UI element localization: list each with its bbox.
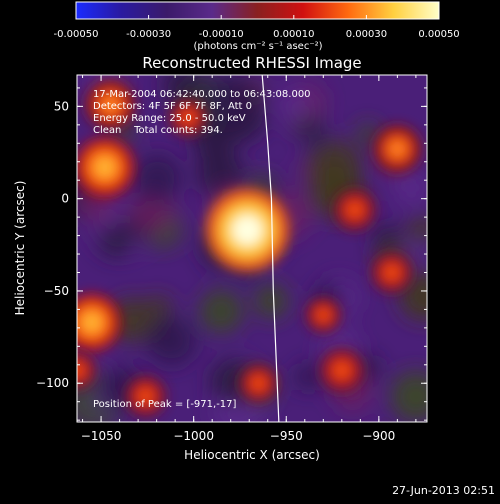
- heatmap-source: [77, 350, 97, 391]
- heatmap-source: [77, 137, 135, 198]
- texture-blob: [390, 371, 427, 422]
- solar-limb-line: [261, 75, 280, 422]
- heatmap-source: [373, 124, 422, 174]
- heatmap-plot-area: −1050 −1000 −950 −900 −100 −50 0 50: [36, 74, 428, 443]
- heatmap-sources: [77, 79, 422, 418]
- heatmap-source: [77, 293, 121, 352]
- x-tick-label: −950: [270, 429, 303, 443]
- colorbar-tick-label: 0.00030: [346, 29, 387, 40]
- colorbar-tick-label: 0.00010: [273, 29, 314, 40]
- colorbar-ticks: -0.00050 -0.00030 -0.00010 0.00010 0.00030 0.…: [54, 15, 460, 40]
- x-axis-label: Heliocentric X (arcsec): [184, 448, 320, 462]
- chart-title: Reconstructed RHESSI Image: [142, 54, 361, 72]
- annotation-block: 17-Mar-2004 06:42:40.000 to 06:43:08.000…: [93, 89, 311, 410]
- annotation-detectors: Detectors: 4F 5F 6F 7F 8F, Att 0: [93, 101, 252, 112]
- heatmap-source: [238, 362, 279, 404]
- heatmap-source: [168, 97, 208, 138]
- texture-blob: [133, 153, 182, 202]
- texture-blob: [357, 122, 379, 145]
- texture-blob: [199, 289, 243, 333]
- texture-blob: [146, 315, 198, 367]
- texture-blob: [254, 284, 289, 319]
- colorbar-tick-label: -0.00050: [54, 29, 99, 40]
- texture-blob: [108, 297, 154, 343]
- texture-blob: [278, 87, 313, 123]
- texture-blob: [293, 362, 323, 391]
- heatmap-source: [304, 296, 342, 334]
- texture-blob: [410, 290, 427, 317]
- annotation-time-range: 17-Mar-2004 06:42:40.000 to 06:43:08.000: [93, 89, 311, 100]
- x-tick-label: −1000: [173, 429, 214, 443]
- texture-blob: [393, 169, 427, 206]
- heatmap-source: [205, 188, 289, 272]
- y-axis-label: Heliocentric Y (arcsec): [13, 181, 27, 316]
- texture-blob: [300, 119, 328, 148]
- heatmap-source: [332, 187, 377, 232]
- annotation-peak-position: Position of Peak = [-971,-17]: [93, 399, 237, 410]
- annotation-total-counts: Clean Total counts: 394.: [93, 125, 223, 136]
- x-tick-label: −1050: [81, 429, 122, 443]
- annotation-energy-range: Energy Range: 25.0 - 50.0 keV: [93, 113, 246, 124]
- colorbar-units-label: (photons cm⁻² s⁻¹ asec⁻²): [193, 41, 322, 52]
- heatmap-source: [370, 251, 414, 294]
- texture-blob: [162, 75, 205, 107]
- heatmap-source: [318, 347, 365, 394]
- colorbar-tick-label: -0.00010: [199, 29, 244, 40]
- colorbar-tick-label: 0.00050: [418, 29, 459, 40]
- y-tick-label: 50: [54, 99, 69, 113]
- texture-blob: [203, 75, 259, 129]
- axis-ticks: −1050 −1000 −950 −900 −100 −50 0 50: [36, 75, 427, 443]
- colorbar-gradient: [75, 1, 440, 20]
- footer-timestamp: 27-Jun-2013 02:51: [392, 484, 495, 497]
- texture-blob: [196, 149, 245, 198]
- texture-blob: [97, 223, 133, 259]
- heatmap-source: [124, 374, 167, 418]
- colorbar: -0.00050 -0.00030 -0.00010 0.00010 0.00030 0.…: [54, 1, 460, 52]
- y-tick-label: −50: [44, 284, 69, 298]
- x-tick-label: −900: [362, 429, 395, 443]
- heatmap-source: [84, 79, 136, 131]
- texture-blob: [407, 215, 427, 244]
- y-tick-label: −100: [36, 376, 69, 390]
- plot-frame: [76, 74, 428, 423]
- colorbar-tick-label: -0.00030: [126, 29, 171, 40]
- y-tick-label: 0: [61, 192, 69, 206]
